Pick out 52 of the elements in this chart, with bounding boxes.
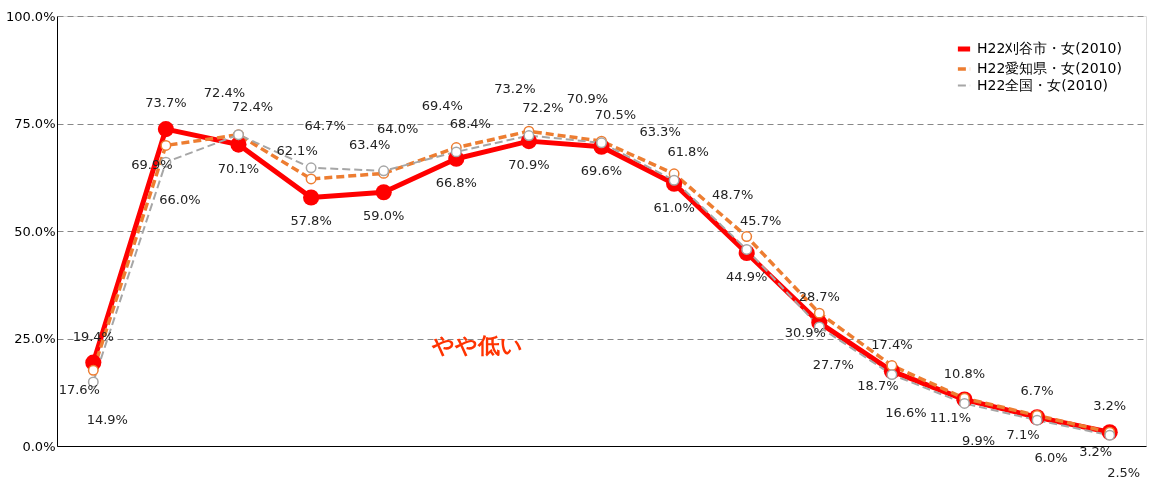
- legend-label: H22刈谷市・女(2010): [977, 40, 1122, 56]
- y-tick-label: 25.0%: [14, 331, 56, 346]
- data-label: 69.4%: [421, 97, 463, 113]
- data-label: 57.8%: [290, 213, 332, 229]
- data-label: 62.1%: [276, 142, 318, 158]
- data-label: 6.0%: [1034, 450, 1068, 466]
- data-label: 14.9%: [86, 411, 128, 427]
- data-label: 66.8%: [435, 174, 477, 190]
- legend-label: H22全国・女(2010): [977, 76, 1108, 93]
- data-label: 64.7%: [304, 117, 346, 133]
- data-label: 69.6%: [580, 162, 623, 178]
- data-label: 59.0%: [363, 208, 405, 224]
- data-label: 11.1%: [929, 410, 972, 426]
- data-label: 73.7%: [145, 95, 187, 111]
- y-tick-label: 50.0%: [14, 223, 56, 239]
- y-tick-label: 0.0%: [22, 438, 56, 454]
- data-label: 27.7%: [812, 356, 854, 372]
- data-label: 63.3%: [639, 123, 681, 139]
- data-label: 30.9%: [784, 325, 826, 341]
- data-label: 72.4%: [203, 84, 246, 100]
- data-label: 3.2%: [1079, 444, 1113, 460]
- data-label: 9.9%: [961, 433, 996, 449]
- data-label: 63.4%: [349, 137, 391, 153]
- data-label: 10.8%: [943, 365, 986, 381]
- data-label: 68.4%: [449, 115, 491, 131]
- y-tick-label: 75.0%: [14, 116, 56, 131]
- data-label: 18.7%: [857, 377, 899, 393]
- data-label: 6.7%: [1020, 383, 1054, 399]
- data-label: 70.9%: [508, 157, 550, 173]
- data-label: 17.6%: [58, 382, 100, 398]
- data-label: 72.4%: [231, 98, 274, 114]
- annotation: やや低い: [430, 333, 523, 358]
- data-label: 64.0%: [377, 120, 419, 136]
- data-label: 45.7%: [740, 213, 782, 229]
- y-tick-label: 100.0%: [5, 8, 56, 24]
- data-label: 66.0%: [159, 192, 201, 208]
- data-label: 73.2%: [494, 81, 536, 97]
- data-label: 44.9%: [726, 268, 768, 284]
- data-label: 72.2%: [522, 99, 564, 115]
- data-label: 7.1%: [1006, 427, 1040, 443]
- legend-label: H22愛知県・女(2010): [977, 60, 1122, 76]
- data-label: 2.5%: [1107, 465, 1141, 481]
- data-label: 17.4%: [871, 337, 913, 353]
- data-label: 48.7%: [712, 186, 754, 202]
- data-label: 3.2%: [1093, 398, 1127, 414]
- data-label: 70.9%: [566, 91, 609, 107]
- data-label: 70.5%: [594, 106, 637, 122]
- data-label: 61.8%: [667, 144, 709, 160]
- data-label: 28.7%: [798, 288, 840, 304]
- data-label: 61.0%: [653, 199, 695, 215]
- data-label: 16.6%: [885, 404, 927, 420]
- data-label: 70.1%: [217, 160, 260, 176]
